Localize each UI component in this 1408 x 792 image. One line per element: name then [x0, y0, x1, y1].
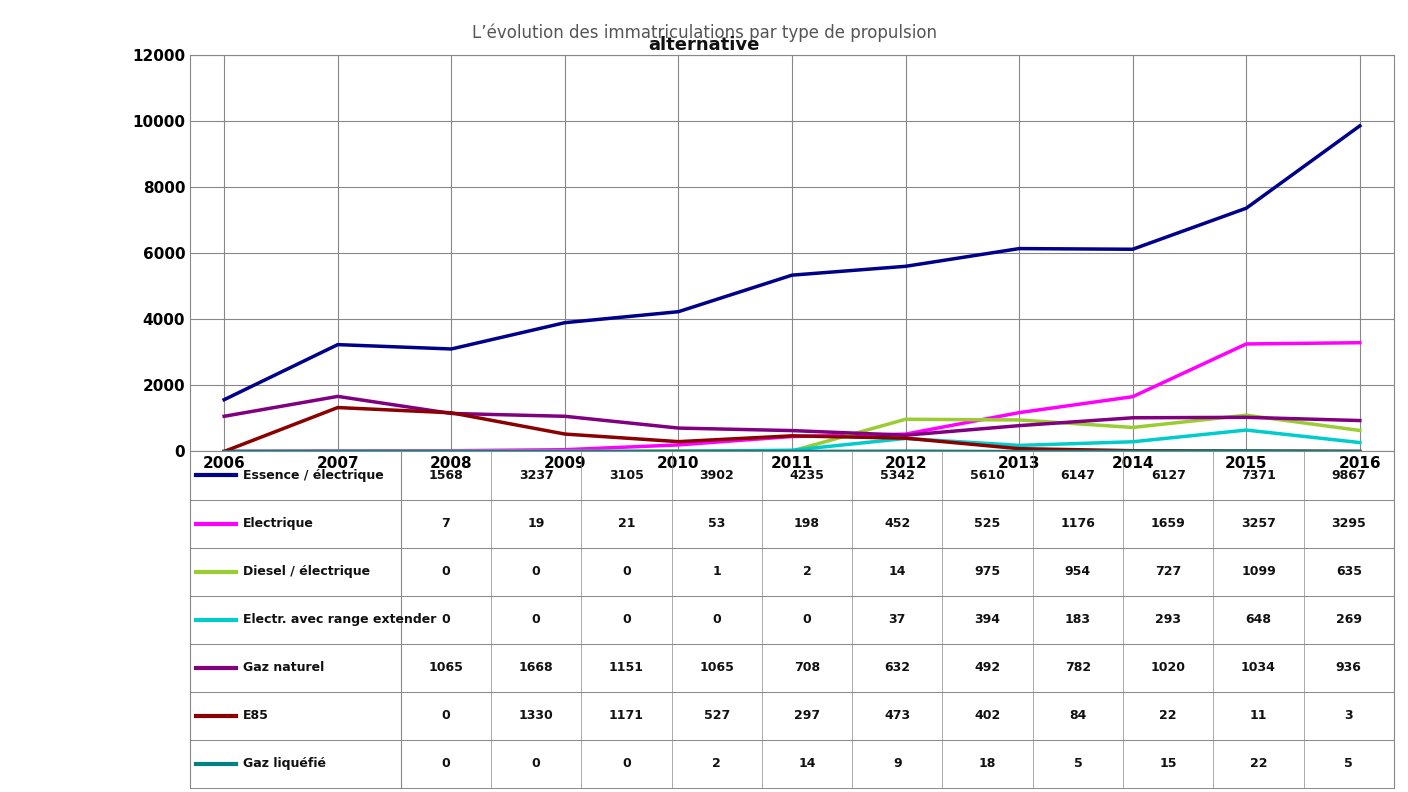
Text: 782: 782	[1064, 661, 1091, 674]
Text: 0: 0	[532, 565, 541, 578]
Text: 0: 0	[532, 613, 541, 626]
Text: 0: 0	[622, 565, 631, 578]
Text: 6147: 6147	[1060, 469, 1095, 482]
Text: 1: 1	[712, 565, 721, 578]
Text: 1034: 1034	[1240, 661, 1276, 674]
Text: 269: 269	[1336, 613, 1362, 626]
Text: 5: 5	[1073, 757, 1083, 771]
Text: 9: 9	[893, 757, 901, 771]
Text: 3105: 3105	[610, 469, 643, 482]
Text: 183: 183	[1064, 613, 1091, 626]
Text: 0: 0	[442, 565, 451, 578]
Text: 1099: 1099	[1240, 565, 1276, 578]
Text: 1020: 1020	[1150, 661, 1186, 674]
Text: Essence / électrique: Essence / électrique	[242, 469, 383, 482]
Text: 954: 954	[1064, 565, 1091, 578]
Text: 293: 293	[1155, 613, 1181, 626]
Text: 297: 297	[794, 710, 819, 722]
Text: alternative: alternative	[648, 36, 760, 54]
Text: 0: 0	[442, 710, 451, 722]
Text: 5: 5	[1345, 757, 1353, 771]
Text: 1171: 1171	[610, 710, 643, 722]
Text: 21: 21	[618, 517, 635, 530]
Text: 632: 632	[884, 661, 911, 674]
Text: 2: 2	[712, 757, 721, 771]
Text: 3237: 3237	[518, 469, 553, 482]
Text: 402: 402	[974, 710, 1001, 722]
Text: 525: 525	[974, 517, 1001, 530]
Text: Electrique: Electrique	[242, 517, 314, 530]
Text: Gaz liquéfié: Gaz liquéfié	[242, 757, 325, 771]
Text: 9867: 9867	[1332, 469, 1366, 482]
Text: 7371: 7371	[1240, 469, 1276, 482]
Text: E85: E85	[242, 710, 269, 722]
Text: 14: 14	[888, 565, 907, 578]
Text: 473: 473	[884, 710, 911, 722]
Text: 14: 14	[798, 757, 815, 771]
Text: 53: 53	[708, 517, 725, 530]
Text: 1065: 1065	[700, 661, 734, 674]
Text: 1568: 1568	[428, 469, 463, 482]
Text: 19: 19	[528, 517, 545, 530]
Text: 0: 0	[622, 757, 631, 771]
Text: 0: 0	[622, 613, 631, 626]
Text: 0: 0	[442, 613, 451, 626]
Text: 727: 727	[1155, 565, 1181, 578]
Text: 1151: 1151	[610, 661, 643, 674]
Text: 3257: 3257	[1240, 517, 1276, 530]
Text: 975: 975	[974, 565, 1001, 578]
Text: 0: 0	[532, 757, 541, 771]
Text: 3: 3	[1345, 710, 1353, 722]
Text: 708: 708	[794, 661, 819, 674]
Text: L’évolution des immatriculations par type de propulsion: L’évolution des immatriculations par typ…	[472, 24, 936, 42]
Text: 18: 18	[979, 757, 997, 771]
Text: Electr. avec range extender: Electr. avec range extender	[242, 613, 436, 626]
Text: 0: 0	[712, 613, 721, 626]
Text: 394: 394	[974, 613, 1001, 626]
Text: 1176: 1176	[1060, 517, 1095, 530]
Text: 6127: 6127	[1150, 469, 1186, 482]
Text: 2: 2	[803, 565, 811, 578]
Text: 1330: 1330	[518, 710, 553, 722]
Text: 527: 527	[704, 710, 729, 722]
Text: 0: 0	[803, 613, 811, 626]
Text: 5342: 5342	[880, 469, 915, 482]
Text: 7: 7	[442, 517, 451, 530]
Text: 84: 84	[1069, 710, 1087, 722]
Text: 15: 15	[1159, 757, 1177, 771]
Text: 22: 22	[1159, 710, 1177, 722]
Text: 37: 37	[888, 613, 905, 626]
Text: Diesel / électrique: Diesel / électrique	[242, 565, 370, 578]
Text: 198: 198	[794, 517, 819, 530]
Text: 22: 22	[1250, 757, 1267, 771]
Text: 492: 492	[974, 661, 1001, 674]
Text: Gaz naturel: Gaz naturel	[242, 661, 324, 674]
Text: 1659: 1659	[1150, 517, 1186, 530]
Text: 4235: 4235	[790, 469, 825, 482]
Text: 3902: 3902	[700, 469, 734, 482]
Text: 11: 11	[1250, 710, 1267, 722]
Text: 452: 452	[884, 517, 911, 530]
Text: 3295: 3295	[1332, 517, 1366, 530]
Text: 1668: 1668	[520, 661, 553, 674]
Text: 5610: 5610	[970, 469, 1005, 482]
Text: 648: 648	[1246, 613, 1271, 626]
Text: 1065: 1065	[428, 661, 463, 674]
Text: 0: 0	[442, 757, 451, 771]
Text: 936: 936	[1336, 661, 1362, 674]
Text: 635: 635	[1336, 565, 1362, 578]
